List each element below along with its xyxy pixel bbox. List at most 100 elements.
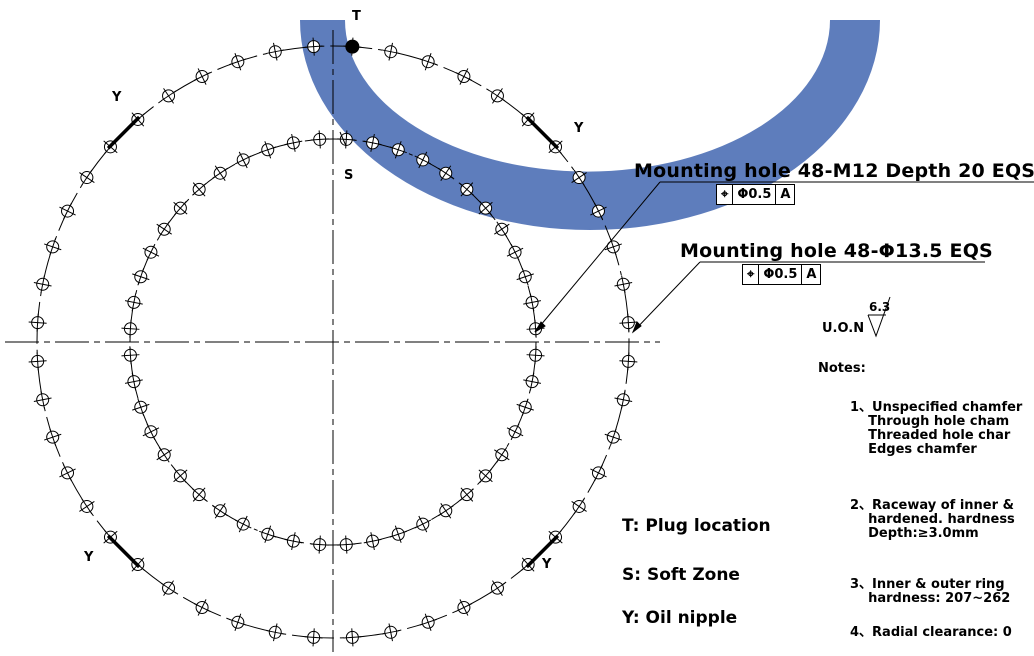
soft-zone-mark <box>339 131 347 147</box>
inner-hole-tolerance-frame: ⌖ Φ0.5 A <box>742 264 822 285</box>
position-tolerance-icon: ⌖ <box>743 265 760 284</box>
inner-bolt-circle-hole <box>284 532 303 551</box>
outer-bolt-circle-hole <box>266 623 285 642</box>
oil-nipple-mark <box>106 534 141 569</box>
inner-bolt-circle-hole <box>234 515 252 533</box>
inner-bolt-circle-hole <box>494 221 510 237</box>
arrow-outer <box>534 321 546 333</box>
legend-oil-nipple: Y: Oil nipple <box>622 608 738 628</box>
inner-bolt-circle-hole <box>284 133 303 152</box>
outer-bolt-circle-hole <box>229 53 247 71</box>
note-line: 3、Inner & outer ring <box>850 577 1005 592</box>
oil-nipple-mark <box>525 534 560 569</box>
outer-bolt-circle-hole <box>266 42 285 61</box>
outer-bolt-circle-hole <box>193 68 211 85</box>
inner-bolt-circle-hole <box>516 268 534 286</box>
inner-bolt-circle-hole <box>438 503 454 519</box>
outer-bolt-circle-hole <box>304 628 323 647</box>
inner-bolt-circle-hole <box>414 151 432 169</box>
outer-bolt-circle-hole <box>44 238 62 256</box>
note-3: 3、Inner & outer ring hardness: 207~262 <box>850 578 1010 606</box>
inner-bolt-circle-hole <box>259 141 277 159</box>
oil-nipple-marker-nw: Y <box>112 90 122 105</box>
inner-bolt-circle-hole <box>459 182 474 197</box>
tolerance-datum: A <box>806 267 817 282</box>
oil-nipple-marker-ne: Y <box>574 121 584 136</box>
outer-bolt-circle-hole <box>619 352 638 371</box>
outer-bolt-circle-hole <box>604 238 622 256</box>
surface-roughness-value: 6.3 <box>869 300 891 314</box>
inner-bolt-circle-hole <box>363 133 382 152</box>
outer-bolt-circle-hole <box>604 428 622 446</box>
inner-bolt-circle-hole <box>124 293 143 312</box>
inner-bolt-circle-hole <box>142 423 160 441</box>
inner-bolt-circle-hole <box>414 515 432 533</box>
note-line: hardened. hardness <box>850 512 1015 527</box>
outer-bolt-circle-hole <box>614 390 633 409</box>
outer-bolt-circle-hole <box>419 53 437 71</box>
surface-roughness-symbol <box>867 296 891 338</box>
soft-zone-marker-label: S <box>344 168 354 183</box>
outer-bolt-circle-hole <box>28 352 47 371</box>
note-line: Through hole cham <box>850 414 1010 429</box>
outer-bolt-circle-hole <box>59 464 76 482</box>
outer-bolt-circle-hole <box>33 275 52 294</box>
outer-bolt-circle-hole <box>381 623 400 642</box>
inner-bolt-circle <box>129 138 537 546</box>
note-line: 1、Unspecified chamfer <box>850 400 1023 415</box>
inner-bolt-circle-hole <box>173 201 188 216</box>
inner-bolt-circle-hole <box>506 243 524 261</box>
inner-bolt-circle-hole <box>310 535 329 554</box>
plug-location-marker <box>345 39 360 54</box>
outer-bolt-circle-hole <box>571 169 587 186</box>
inner-bolt-circle-hole <box>526 346 545 365</box>
outer-bolt-circle-hole <box>381 42 400 61</box>
inner-bolt-circle-hole <box>121 319 140 338</box>
outer-bolt-circle-hole <box>304 37 323 56</box>
inner-bolt-circle-hole <box>132 268 150 286</box>
outer-bolt-circle-hole <box>79 169 95 186</box>
outer-bolt-circle <box>36 45 630 639</box>
outer-bolt-circle-hole <box>59 202 76 220</box>
inner-bolt-circle-hole <box>478 201 493 216</box>
outer-bolt-circle-hole <box>489 88 506 104</box>
outer-bolt-circle-hole <box>33 390 52 409</box>
inner-bolt-circle-hole <box>494 447 510 463</box>
arrow-inner <box>631 321 642 334</box>
note-line: hardness: 207~262 <box>850 591 1011 606</box>
notes-title: Notes: <box>818 361 866 376</box>
note-2: 2、Raceway of inner & hardened. hardness … <box>850 499 1015 541</box>
outer-bolt-circle-hole <box>455 599 473 616</box>
note-1: 1、Unspecified chamfer Through hole cham … <box>850 401 1022 457</box>
inner-bolt-circle-hole <box>459 487 474 502</box>
outer-bolt-circle-hole <box>571 498 587 515</box>
outer-bolt-circle-hole <box>619 313 638 332</box>
outer-bolt-circle-hole <box>614 275 633 294</box>
inner-bolt-circle-hole <box>156 447 172 463</box>
outer-bolt-circle-hole <box>590 464 607 482</box>
outer-bolt-circle-hole <box>419 613 437 631</box>
leader-inner <box>632 261 701 333</box>
inner-bolt-circle-hole <box>337 130 356 149</box>
inner-bolt-circle-hole <box>438 165 454 181</box>
outer-bolt-circle-hole <box>28 313 47 332</box>
inner-bolt-circle-hole <box>478 468 493 483</box>
inner-bolt-circle-hole <box>363 532 382 551</box>
note-line: 2、Raceway of inner & <box>850 498 1014 513</box>
note-4: 4、Radial clearance: 0 <box>850 626 1012 640</box>
inner-bolt-circle-hole <box>212 165 228 181</box>
note-line: Edges chamfer <box>850 442 977 457</box>
inner-bolt-circle-hole <box>156 221 172 237</box>
inner-bolt-circle-hole <box>337 535 356 554</box>
inner-bolt-circle-hole <box>142 243 160 261</box>
oil-nipple-mark <box>106 115 141 150</box>
inner-bolt-circle-hole <box>192 182 207 197</box>
oil-nipple-marker-sw: Y <box>84 550 94 565</box>
tolerance-datum: A <box>780 187 791 202</box>
note-line: Threaded hole char <box>850 428 1011 443</box>
inner-bolt-circle-hole <box>121 346 140 365</box>
inner-bolt-circle-hole <box>234 151 252 169</box>
tolerance-value: Φ0.5 <box>733 185 777 204</box>
